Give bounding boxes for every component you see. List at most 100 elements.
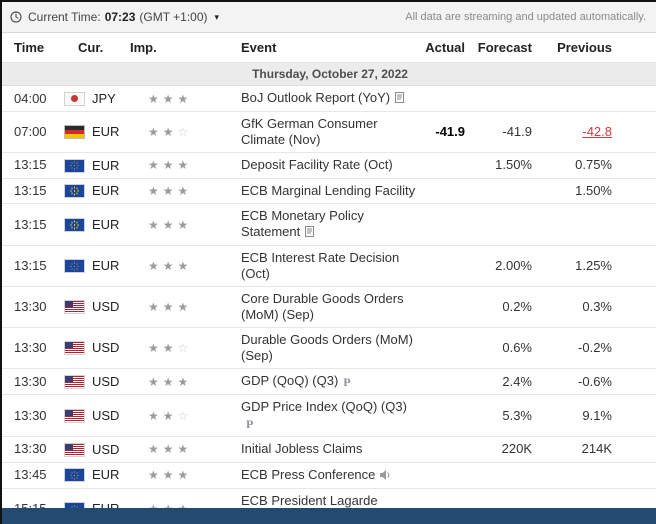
col-header-previous: Previous [544,33,656,63]
current-time-group[interactable]: Current Time: 07:23 (GMT +1:00) ▾ [10,10,219,24]
currency-code: JPY [92,90,116,106]
importance-cell: ★★★ [122,203,225,247]
star-filled-icon: ★ [162,183,178,198]
event-name[interactable]: Durable Goods Orders (MoM) (Sep) [241,332,413,364]
importance-stars: ★★☆ [122,125,192,139]
event-cell: Initial Jobless Claims [225,436,425,463]
forecast-value: 220K [467,436,544,463]
table-row[interactable]: 13:30 USD ★★☆ GDP Price Index (QoQ) (Q3)… [2,394,656,438]
currency-flag [64,442,85,457]
star-empty-icon: ☆ [177,341,193,356]
forecast-value: 5.3% [467,394,544,438]
currency-cell: EUR [60,203,122,247]
star-filled-icon: ★ [162,217,178,232]
currency-code: EUR [92,157,120,173]
star-filled-icon: ★ [177,442,193,457]
star-filled-icon: ★ [148,468,163,483]
event-time: 13:30 [2,394,60,438]
importance-stars: ★★★ [122,468,192,482]
currency-code: USD [92,340,120,356]
currency-code: USD [92,407,120,423]
table-row[interactable]: 04:00 JPY ★★★ BoJ Outlook Report (YoY) [2,85,656,112]
currency-code: USD [92,373,120,389]
event-time: 07:00 [2,111,60,153]
table-row[interactable]: 13:30 USD ★★☆ Durable Goods Orders (MoM)… [2,327,656,370]
event-name[interactable]: ECB President Lagarde Speaks [241,493,378,508]
actual-value [425,368,467,396]
currency-cell: EUR [60,245,122,288]
star-filled-icon: ★ [148,125,163,139]
actual-value [425,178,467,205]
event-name[interactable]: ECB Press Conference [241,467,391,482]
star-filled-icon: ★ [148,374,163,389]
event-time: 13:15 [2,178,60,205]
previous-value [544,462,656,489]
event-name[interactable]: GDP Price Index (QoQ) (Q3)P [241,399,407,432]
previous-value: 9.1% [544,394,656,438]
currency-flag [64,374,85,389]
table-row[interactable]: 13:30 USD ★★★ Core Durable Goods Orders … [2,286,656,329]
event-name[interactable]: GDP (QoQ) (Q3) P [241,373,351,390]
table-row[interactable]: 13:15 EUR ★★★ ECB Interest Rate Decision… [2,245,656,288]
importance-stars: ★★★ [122,92,192,106]
actual-value: -41.9 [425,111,467,153]
importance-cell: ★★★ [122,178,225,205]
event-name[interactable]: ECB Monetary Policy Statement [241,208,364,240]
event-name[interactable]: ECB Interest Rate Decision (Oct) [241,250,400,282]
currency-code: EUR [92,124,120,140]
importance-stars: ★★★ [122,442,192,456]
timezone-dropdown-caret[interactable]: ▾ [214,11,220,22]
event-cell: Core Durable Goods Orders (MoM) (Sep) [225,286,425,329]
currency-flag [64,91,85,106]
star-filled-icon: ★ [148,183,163,198]
topbar: Current Time: 07:23 (GMT +1:00) ▾ All da… [2,2,656,33]
previous-value: 1.25% [544,245,656,288]
event-time: 04:00 [2,85,60,112]
forecast-value: 1.50% [467,152,544,179]
table-row[interactable]: 13:30 USD ★★★ GDP (QoQ) (Q3) P 2.4% -0.6% [2,368,656,396]
timezone-label: (GMT +1:00) [139,10,208,24]
actual-value [425,394,467,438]
table-row[interactable]: 13:15 EUR ★★★ ECB Monetary Policy Statem… [2,203,656,247]
star-filled-icon: ★ [162,374,178,389]
event-name[interactable]: ECB Marginal Lending Facility [241,182,416,198]
footer-bar [2,508,656,524]
report-icon [395,91,405,107]
star-empty-icon: ☆ [177,408,193,423]
previous-value [544,488,656,508]
previous-value: 0.75% [544,152,656,179]
star-filled-icon: ★ [163,502,178,508]
importance-stars: ★★★ [122,259,192,273]
star-filled-icon: ★ [177,468,193,483]
event-name[interactable]: Deposit Facility Rate (Oct) [241,157,393,173]
event-name[interactable]: GfK German Consumer Climate (Nov) [241,116,378,147]
forecast-value: 0.2% [467,286,544,329]
importance-cell: ★★☆ [122,111,225,153]
table-row[interactable]: 13:15 EUR ★★★ ECB Marginal Lending Facil… [2,178,656,205]
table-row[interactable]: 13:15 EUR ★★★ Deposit Facility Rate (Oct… [2,152,656,179]
table-header-row: Time Cur. Imp. Event Actual Forecast Pre… [2,33,656,63]
previous-value: -0.2% [544,327,656,370]
star-empty-icon: ☆ [177,125,193,139]
table-row[interactable]: 13:30 USD ★★★ Initial Jobless Claims 220… [2,436,656,463]
event-name[interactable]: Core Durable Goods Orders (MoM) (Sep) [241,291,404,323]
event-time: 13:30 [2,327,60,370]
currency-cell: USD [60,394,122,438]
currency-flag [64,158,85,173]
forecast-value: -41.9 [467,111,544,153]
current-time-value: 07:23 [104,10,136,24]
event-time: 13:30 [2,436,60,463]
star-filled-icon: ★ [177,374,193,389]
event-cell: ECB Monetary Policy Statement [225,203,425,247]
forecast-value [467,462,544,489]
currency-flag [64,468,85,483]
event-name[interactable]: Initial Jobless Claims [241,441,363,457]
currency-cell: USD [60,368,122,396]
importance-cell: ★★☆ [122,327,225,370]
star-filled-icon: ★ [148,300,163,315]
table-row[interactable]: 15:15 EUR ★★★ ECB President Lagarde Spea… [2,488,656,508]
table-row[interactable]: 07:00 EUR ★★☆ GfK German Consumer Climat… [2,111,656,153]
table-row[interactable]: 13:45 EUR ★★★ ECB Press Conference [2,462,656,489]
event-name[interactable]: BoJ Outlook Report (YoY) [241,90,405,107]
